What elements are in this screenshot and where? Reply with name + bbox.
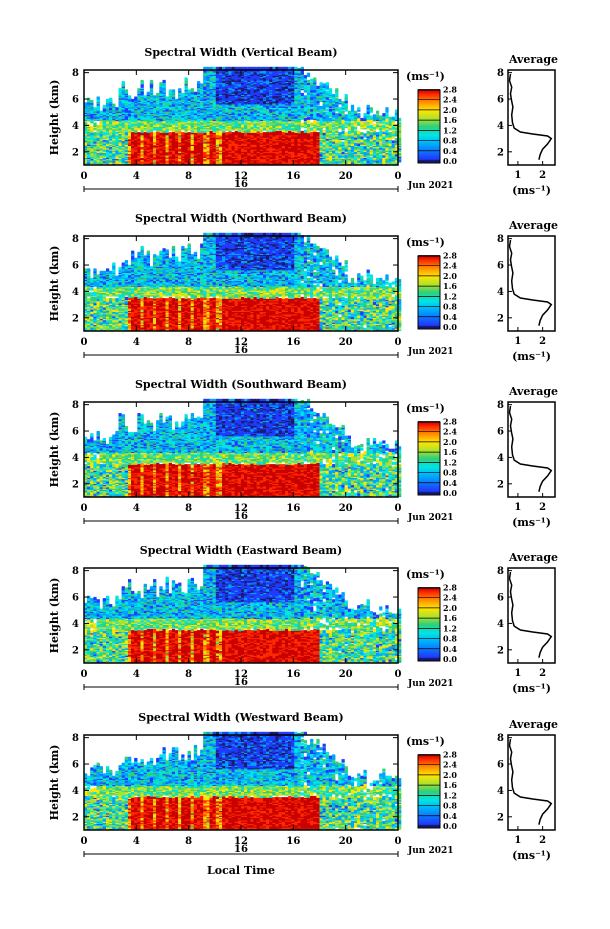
heatmap-cell [106, 99, 109, 102]
panel-0: Spectral Width (Vertical Beam)2468Height… [48, 46, 558, 197]
heatmap-cell [122, 81, 125, 84]
heatmap-cell [103, 132, 106, 135]
heatmap-cell [141, 80, 144, 83]
heatmap-cell [137, 132, 140, 135]
heatmap-cell [119, 88, 122, 91]
heatmap-cell [112, 104, 115, 107]
heatmap-cell [128, 95, 131, 98]
figure: Spectral Width (Vertical Beam)2468Height… [0, 0, 610, 929]
heatmap-cell [106, 132, 109, 135]
heatmap-cell [97, 97, 100, 100]
heatmap-cell [125, 132, 128, 135]
heatmap-cell [144, 132, 147, 135]
heatmap-cells [84, 67, 401, 165]
heatmap-cell [93, 123, 96, 126]
heatmap-cell [100, 111, 103, 114]
heatmap-cell [103, 105, 106, 108]
heatmap-cell [90, 100, 93, 103]
heatmap-cell [144, 95, 147, 98]
heatmap-cell [131, 132, 134, 135]
heatmap-cell [153, 95, 156, 98]
heatmap-cell [134, 97, 137, 100]
heatmap-cell [137, 88, 140, 91]
heatmap-cell [90, 126, 93, 129]
heatmap-cell [131, 99, 134, 102]
heatmap-cell [115, 107, 118, 110]
heatmap-cell [100, 131, 103, 134]
heatmap-cell [147, 92, 150, 95]
panel-title: Spectral Width (Vertical Beam) [144, 46, 337, 59]
heatmap-cell [93, 132, 96, 135]
heatmap-cell [93, 107, 96, 110]
heatmap-cell [125, 89, 128, 92]
heatmap-cell [97, 125, 100, 128]
heatmap-cell [109, 98, 112, 101]
heatmap-cell [150, 132, 153, 135]
heatmap-cell [150, 80, 153, 83]
heatmap-cell [153, 132, 156, 135]
